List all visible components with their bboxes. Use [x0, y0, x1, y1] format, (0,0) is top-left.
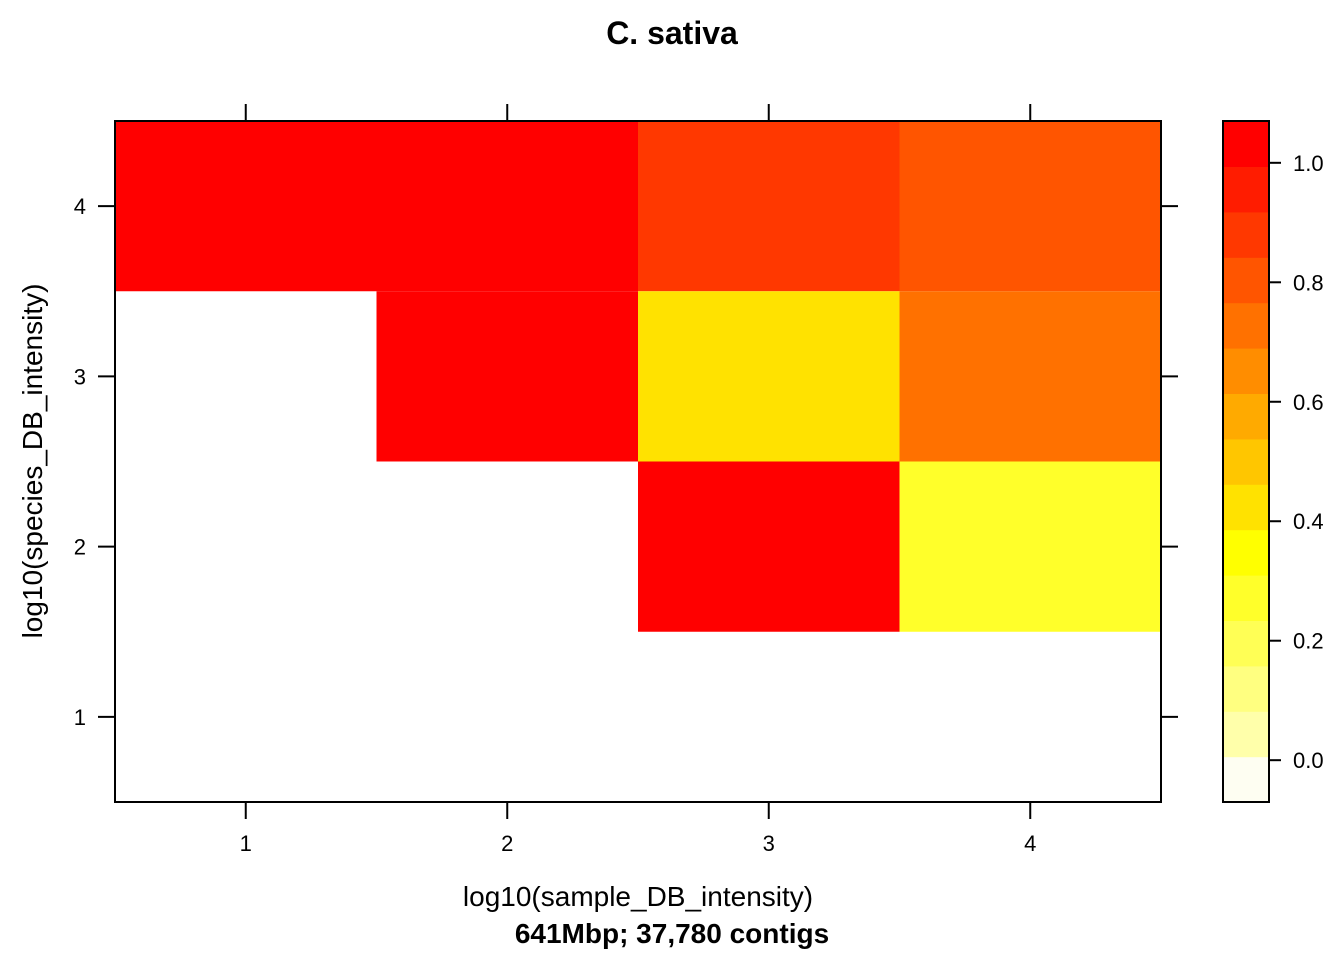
- x-tick-label: 3: [763, 831, 775, 856]
- y-tick-label: 1: [74, 705, 86, 730]
- heatmap-cell: [899, 461, 1161, 632]
- x-tick-label: 4: [1024, 831, 1036, 856]
- heatmap-cell: [638, 121, 900, 292]
- colorbar-band: [1223, 121, 1269, 167]
- chart-title: C. sativa: [606, 15, 738, 51]
- x-axis-label: log10(sample_DB_intensity): [463, 881, 813, 912]
- y-tick-label: 2: [74, 535, 86, 560]
- colorbar-band: [1223, 484, 1269, 531]
- colorbar-band: [1223, 529, 1269, 576]
- heatmap-cell: [638, 461, 900, 632]
- colorbar-band: [1223, 166, 1269, 213]
- colorbar-tick-label: 0.4: [1293, 509, 1324, 534]
- x-tick-label: 2: [501, 831, 513, 856]
- colorbar-tick-label: 1.0: [1293, 151, 1324, 176]
- y-axis-label: log10(species_DB_intensity): [17, 284, 48, 639]
- colorbar-tick-label: 0.6: [1293, 390, 1324, 415]
- colorbar-band: [1223, 438, 1269, 485]
- colorbar-band: [1223, 393, 1269, 440]
- colorbar-tick-label: 0.8: [1293, 270, 1324, 295]
- plot-frame: [114, 120, 1162, 803]
- heatmap-cell: [899, 121, 1161, 292]
- colorbar-band: [1223, 665, 1269, 712]
- axis-ticks: 1 2 3 4 1 2 3 4: [74, 104, 1178, 856]
- heatmap-cell: [376, 121, 638, 292]
- chart-subtitle: 641Mbp; 37,780 contigs: [515, 918, 829, 949]
- colorbar-band: [1223, 620, 1269, 667]
- y-tick-label: 3: [74, 364, 86, 389]
- x-tick-label: 1: [240, 831, 252, 856]
- colorbar-band: [1223, 575, 1269, 621]
- heatmap-cell: [376, 291, 638, 462]
- heatmap-cell: [899, 291, 1161, 462]
- colorbar-band: [1223, 348, 1269, 394]
- y-tick-label: 4: [74, 194, 86, 219]
- colorbar-band: [1223, 756, 1269, 803]
- heatmap-cell: [638, 291, 900, 462]
- colorbar-tick-label: 0.2: [1293, 629, 1324, 654]
- colorbar-frame: [1222, 120, 1270, 803]
- colorbar: 0.0 0.2 0.4 0.6 0.8 1.0: [1222, 120, 1324, 803]
- colorbar-band: [1223, 211, 1269, 258]
- colorbar-band: [1223, 302, 1269, 349]
- heatmap-cells: [115, 121, 1161, 632]
- heatmap-cell: [115, 121, 377, 292]
- colorbar-tick-label: 0.0: [1293, 748, 1324, 773]
- colorbar-band: [1223, 711, 1269, 758]
- colorbar-band: [1223, 257, 1269, 304]
